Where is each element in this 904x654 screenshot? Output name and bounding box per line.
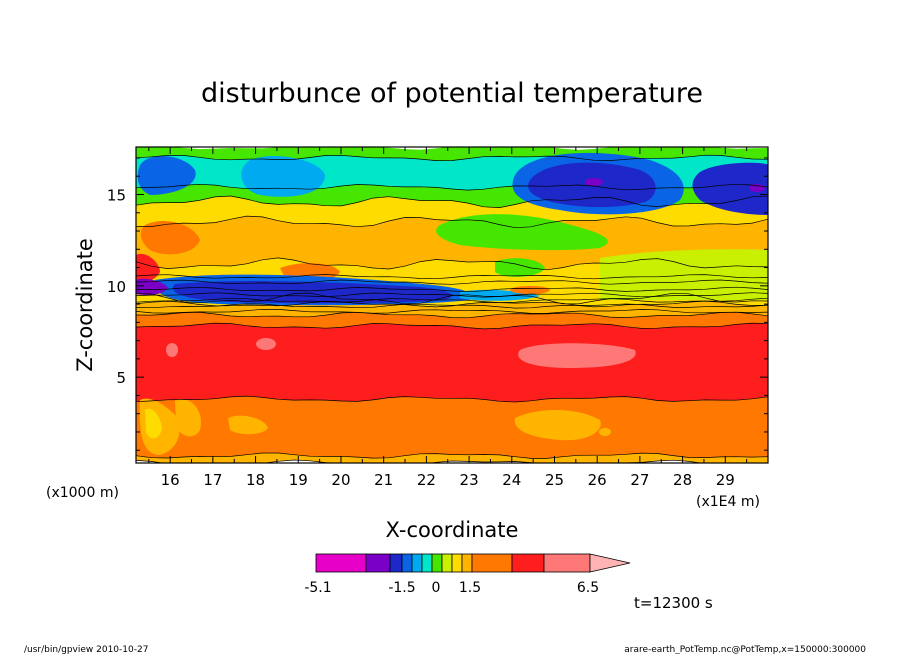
contour-patch bbox=[514, 409, 601, 441]
contour-line bbox=[136, 215, 768, 229]
contour-band bbox=[136, 396, 768, 459]
x-tick-label: 17 bbox=[203, 471, 222, 489]
contour-band bbox=[136, 323, 768, 402]
contour-band bbox=[136, 312, 768, 329]
contour-patch bbox=[166, 343, 178, 357]
colorbar-tick-label: 1.5 bbox=[459, 580, 481, 596]
colorbar-segment bbox=[543, 553, 591, 573]
contour-patch bbox=[172, 280, 452, 304]
x-tick-label: 26 bbox=[588, 471, 607, 489]
contour-patch bbox=[241, 155, 325, 197]
x-tick-label: 18 bbox=[246, 471, 265, 489]
colorbar-segment bbox=[411, 553, 423, 573]
time-label: t=12300 s bbox=[634, 594, 713, 612]
contour-patch bbox=[175, 399, 201, 437]
contour-patch bbox=[692, 162, 768, 215]
contour-line bbox=[136, 311, 768, 319]
contour-patch bbox=[256, 338, 276, 350]
contour-line bbox=[136, 183, 768, 191]
y-tick-label: 5 bbox=[116, 369, 126, 387]
colorbar-labels: -5.1 -1.5 0 1.5 6.5 bbox=[304, 580, 599, 596]
colorbar-segment bbox=[401, 553, 413, 573]
x-tick-label: 23 bbox=[460, 471, 479, 489]
contour-line bbox=[136, 297, 768, 303]
colorbar-tick-label: 6.5 bbox=[577, 580, 599, 596]
contour-patch bbox=[510, 286, 550, 294]
contour-line bbox=[136, 303, 768, 309]
contour-patch bbox=[518, 343, 636, 368]
colorbar-segment bbox=[315, 553, 367, 573]
x-unit-note-left: (x1000 m) bbox=[46, 485, 119, 501]
colorbar-segment bbox=[471, 553, 513, 573]
contour-line bbox=[136, 279, 768, 285]
contour-line bbox=[136, 452, 768, 459]
colorbar-segment bbox=[365, 553, 391, 573]
colorbar-segment bbox=[511, 553, 545, 573]
contour-patch bbox=[600, 249, 768, 300]
x-tick-label: 19 bbox=[289, 471, 308, 489]
colorbar-segment bbox=[389, 553, 403, 573]
x-tick-label: 22 bbox=[417, 471, 436, 489]
plot-area bbox=[136, 147, 768, 463]
x-tick-label: 16 bbox=[161, 471, 180, 489]
colorbar bbox=[315, 553, 631, 573]
contour-band bbox=[136, 301, 768, 318]
x-tick-label: 20 bbox=[331, 471, 350, 489]
colorbar-tick-label: -5.1 bbox=[304, 580, 331, 596]
contour-line bbox=[136, 459, 704, 463]
contour-line bbox=[136, 300, 768, 308]
y-axis-label: Z-coordinate bbox=[73, 238, 97, 372]
contour-patch bbox=[136, 278, 168, 296]
colorbar-segment bbox=[461, 553, 473, 573]
x-unit-note-right: (x1E4 m) bbox=[696, 494, 760, 510]
contour-patch bbox=[145, 408, 162, 439]
contour-line bbox=[136, 292, 768, 305]
contour-patch bbox=[599, 428, 611, 436]
plot-frame bbox=[135, 146, 769, 464]
colorbar-segment bbox=[441, 553, 453, 573]
contour-line bbox=[136, 154, 768, 161]
y-axis: 5 10 15 bbox=[107, 157, 768, 451]
contour-patch bbox=[140, 220, 200, 255]
colorbar-tick-label: -1.5 bbox=[388, 580, 415, 596]
y-tick-label: 15 bbox=[107, 186, 126, 204]
contour-line bbox=[136, 322, 768, 330]
chart-title: disturbunce of potential temperature bbox=[201, 78, 703, 109]
colorbar-segment bbox=[431, 553, 443, 573]
x-axis: 16 17 18 19 20 21 22 23 24 25 26 27 28 29 bbox=[148, 147, 748, 489]
footer-left: /usr/bin/gpview 2010-10-27 bbox=[24, 645, 148, 654]
colorbar-tick-label: 0 bbox=[432, 580, 441, 596]
contour-patch bbox=[228, 415, 268, 435]
contour-patch bbox=[137, 155, 196, 195]
x-tick-label: 25 bbox=[545, 471, 564, 489]
x-tick-label: 24 bbox=[502, 471, 521, 489]
contour-line bbox=[136, 195, 768, 208]
contour-line bbox=[136, 292, 768, 298]
x-axis-label: X-coordinate bbox=[386, 518, 519, 542]
colorbar-segment bbox=[451, 553, 463, 573]
contour-line bbox=[136, 257, 768, 271]
x-tick-label: 21 bbox=[374, 471, 393, 489]
contour-line bbox=[136, 274, 768, 280]
x-tick-label: 27 bbox=[630, 471, 649, 489]
contour-line bbox=[136, 395, 768, 403]
contour-patch bbox=[436, 214, 608, 251]
y-tick-label: 10 bbox=[107, 278, 126, 296]
contour-band bbox=[136, 216, 768, 270]
contour-line bbox=[136, 308, 768, 314]
footer-right: arare-earth_PotTemp.nc@PotTemp,x=150000:… bbox=[624, 645, 866, 654]
x-tick-label: 29 bbox=[716, 471, 735, 489]
colorbar-arrow bbox=[589, 553, 631, 573]
contour-patch bbox=[585, 178, 603, 186]
x-tick-label: 28 bbox=[673, 471, 692, 489]
colorbar-segment bbox=[421, 553, 433, 573]
contour-line bbox=[136, 286, 768, 293]
